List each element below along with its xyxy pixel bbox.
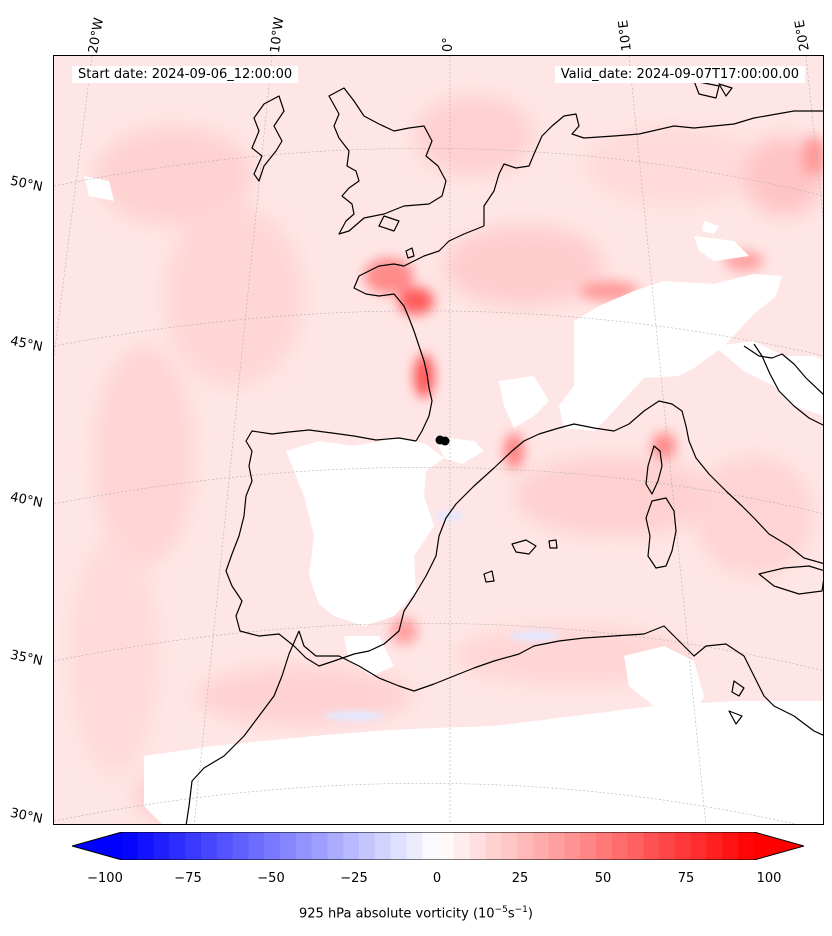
colorbar-tick: 75	[677, 871, 695, 886]
colorbar-segment	[485, 832, 502, 860]
vorticity-field	[54, 56, 823, 824]
colorbar-segment	[722, 832, 739, 860]
colorbar-segment	[548, 832, 565, 860]
gridline-10e	[628, 56, 707, 824]
colorbar-segment	[232, 832, 249, 860]
lat-label-40n: 40°N	[8, 489, 44, 512]
valid-date-label: Valid_date: 2024-09-07T17:00:00.00	[554, 66, 805, 83]
colorbar-segment	[311, 832, 328, 860]
colorbar-segment	[201, 832, 218, 860]
colorbar-tick: 0	[432, 871, 442, 886]
coastlines	[185, 80, 823, 824]
colorbar-segment	[690, 832, 708, 860]
coast-corsica	[645, 445, 663, 495]
gridline-10w	[193, 56, 273, 824]
colorbar	[72, 832, 804, 860]
colorbar-tick: −75	[174, 871, 202, 886]
colorbar-segment	[532, 832, 550, 860]
colorbar-segment	[611, 832, 629, 860]
colorbar-tick: 50	[594, 871, 612, 886]
colorbar-segment	[706, 832, 723, 860]
lon-label-20e: 20°E	[792, 18, 813, 53]
coast-morocco-atlantic	[185, 630, 300, 824]
colorbar-segments	[72, 832, 804, 860]
coast-great-britain	[328, 87, 447, 235]
gridline-35n	[54, 623, 823, 671]
colorbar-segment	[580, 832, 597, 860]
coast-adriatic	[743, 345, 823, 395]
colorbar-segment	[137, 832, 155, 860]
colorbar-segment	[327, 832, 344, 860]
coast-north-africa	[298, 625, 823, 736]
colorbar-segment	[280, 832, 297, 860]
coast-sardinia	[645, 497, 677, 569]
colorbar-segment	[517, 832, 534, 860]
colorbar-segment	[438, 832, 455, 860]
colorbar-segment	[406, 832, 423, 860]
lat-label-50n: 50°N	[8, 173, 44, 196]
coast-france-west	[353, 225, 485, 442]
coast-north-europe	[483, 110, 823, 226]
lat-label-30n: 30°N	[8, 805, 44, 828]
colorbar-tick: 100	[756, 871, 782, 886]
colorbar-segment	[738, 832, 755, 860]
colorbar-segment	[343, 832, 360, 860]
colorbar-segment	[469, 832, 486, 860]
colorbar-extend-max	[754, 832, 804, 860]
colorbar-segment	[659, 832, 676, 860]
colorbar-segment	[264, 832, 281, 860]
gridline-30n	[54, 783, 797, 824]
lat-label-35n: 35°N	[8, 647, 44, 670]
graticule	[54, 56, 823, 824]
colorbar-extend-min	[72, 832, 122, 860]
colorbar-segment	[295, 832, 313, 860]
colorbar-segment	[359, 832, 376, 860]
colorbar-segment	[122, 832, 139, 860]
colorbar-segment	[422, 832, 439, 860]
colorbar-segment	[675, 832, 692, 860]
colorbar-segment	[564, 832, 581, 860]
colorbar-segment	[390, 832, 407, 860]
colorbar-tick: −50	[257, 871, 285, 886]
masked-regions	[84, 176, 823, 824]
lat-label-45n: 45°N	[8, 333, 44, 356]
colorbar-segment	[216, 832, 234, 860]
gridline-40n	[54, 467, 823, 514]
colorbar-segment	[643, 832, 660, 860]
colorbar-tick: 25	[511, 871, 529, 886]
coast-iberia	[225, 429, 540, 667]
black-dot-marker	[435, 435, 450, 446]
coast-mallorca	[511, 539, 537, 555]
colorbar-segment	[596, 832, 613, 860]
lon-label-0: 0°	[441, 37, 456, 52]
lon-label-10e: 10°E	[616, 19, 635, 53]
start-date-label: Start date: 2024-09-06_12:00:00	[72, 66, 299, 83]
colorbar-tick: −100	[87, 871, 123, 886]
colorbar-tick: −25	[340, 871, 368, 886]
coast-italy-west	[538, 400, 823, 565]
colorbar-segment	[248, 832, 265, 860]
colorbar-segment	[185, 832, 202, 860]
colorbar-title: 925 hPa absolute vorticity (10−5s−1)	[299, 905, 533, 922]
colorbar-segment	[501, 832, 518, 860]
colorbar-segment	[453, 832, 471, 860]
colorbar-segment	[374, 832, 392, 860]
colorbar-segment	[153, 832, 170, 860]
lon-label-10w: 10°W	[268, 16, 288, 54]
coast-sicily	[758, 565, 823, 595]
gridline-50n	[54, 148, 823, 196]
coast-ireland	[251, 95, 285, 182]
map-panel	[53, 55, 824, 825]
colorbar-segment	[627, 832, 644, 860]
colorbar-segment	[169, 832, 186, 860]
lon-label-20w: 20°W	[86, 16, 108, 55]
